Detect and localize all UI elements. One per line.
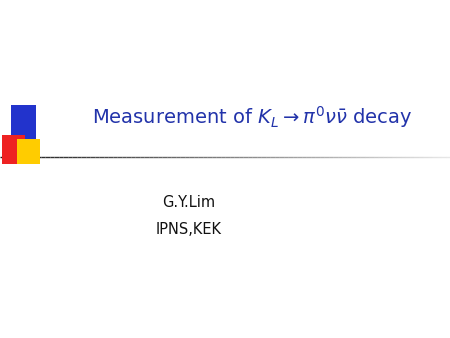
Text: Measurement of $K_L \rightarrow \pi^0\nu\bar{\nu}$ decay: Measurement of $K_L \rightarrow \pi^0\nu… — [92, 104, 412, 129]
Bar — [17, 139, 40, 164]
Bar — [2, 135, 25, 164]
Text: IPNS,KEK: IPNS,KEK — [156, 222, 222, 237]
Bar — [11, 105, 36, 144]
Text: G.Y.Lim: G.Y.Lim — [162, 195, 216, 210]
